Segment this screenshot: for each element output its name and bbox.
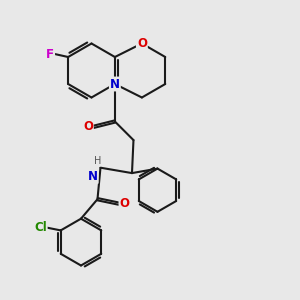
Text: N: N [110,77,120,91]
Text: F: F [46,47,54,61]
Text: O: O [137,37,147,50]
Text: N: N [88,170,98,183]
Text: O: O [119,197,130,210]
Text: Cl: Cl [34,221,47,234]
Text: H: H [94,157,101,166]
Text: O: O [83,120,93,134]
